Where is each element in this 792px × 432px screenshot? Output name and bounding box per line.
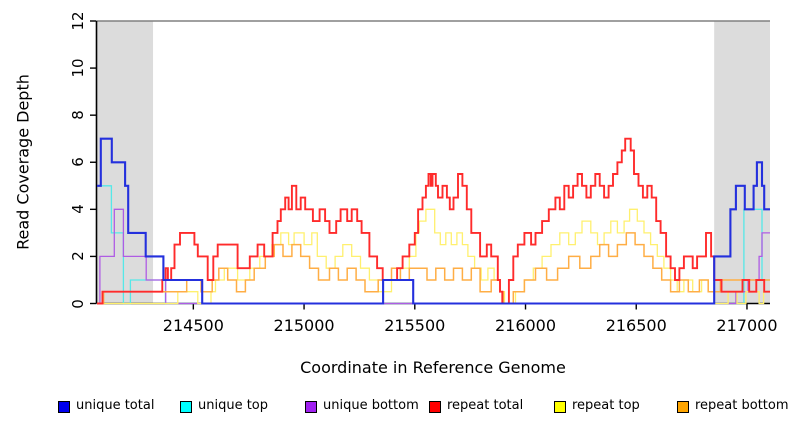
- x-tick-label: 215000: [273, 316, 335, 335]
- x-tick-label: 216500: [605, 316, 667, 335]
- legend-label: unique total: [76, 398, 155, 413]
- y-axis-title: Read Coverage Depth: [13, 74, 33, 250]
- legend-swatch-repeat-top: [554, 401, 566, 413]
- legend-swatch-unique-total: [58, 401, 70, 413]
- series-line-repeat-bottom: [97, 232, 770, 305]
- legend-label: repeat total: [447, 398, 524, 413]
- y-tick-label: 2: [69, 251, 87, 262]
- x-tick-label: 216000: [494, 316, 557, 335]
- x-tick-label: 214500: [162, 316, 224, 335]
- series-line-repeat-top: [97, 208, 770, 305]
- legend-label: unique top: [198, 398, 269, 413]
- legend-label: repeat bottom: [695, 398, 789, 413]
- y-tick-label: 6: [69, 157, 87, 168]
- x-axis-title: Coordinate in Reference Genome: [300, 358, 566, 377]
- series-line-repeat-total: [97, 137, 770, 305]
- legend-swatch-unique-bottom: [305, 401, 317, 413]
- y-tick-label: 12: [69, 11, 87, 31]
- y-tick-label: 10: [69, 58, 87, 78]
- x-tick-label: 215500: [384, 316, 446, 335]
- y-tick-label: 0: [69, 298, 87, 309]
- y-tick-label: 4: [69, 204, 87, 215]
- legend-swatch-repeat-total: [429, 401, 441, 413]
- legend-label: unique bottom: [323, 398, 419, 413]
- chart-legend: unique total unique top unique bottom repea…: [0, 397, 792, 421]
- y-tick-label: 8: [69, 110, 87, 120]
- legend-swatch-unique-top: [180, 401, 192, 413]
- legend-swatch-repeat-bottom: [677, 401, 689, 413]
- legend-label: repeat top: [572, 398, 640, 413]
- x-tick-label: 217000: [716, 316, 778, 335]
- series-line-unique-total: [97, 137, 770, 305]
